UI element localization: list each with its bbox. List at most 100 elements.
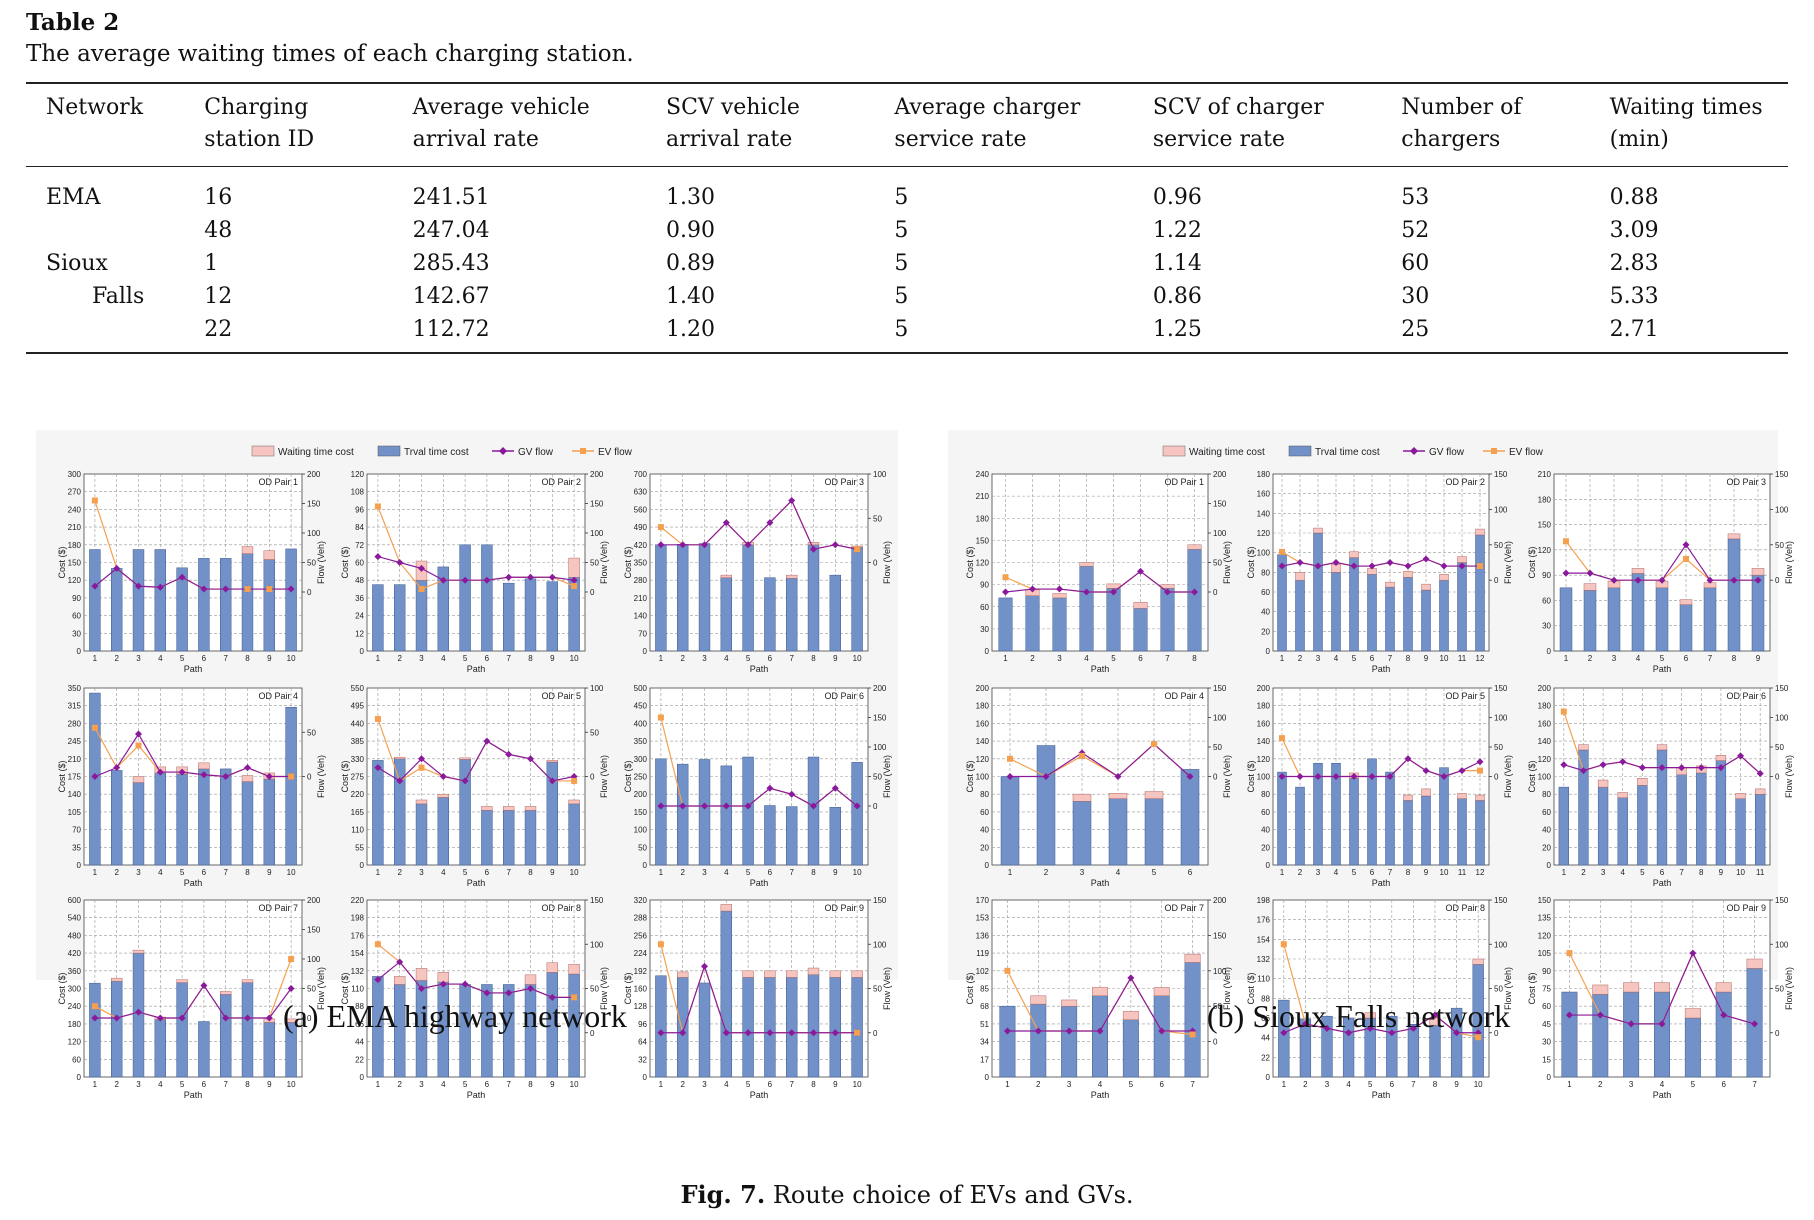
gv-flow-point — [113, 1014, 121, 1022]
gv-flow-point — [679, 541, 687, 549]
waiting-cost-bar — [176, 979, 188, 983]
y2-tick-label: 100 — [1775, 505, 1789, 514]
gv-flow-line — [1005, 570, 1195, 593]
travel-cost-bar — [1331, 762, 1341, 866]
gv-flow-point — [1386, 559, 1394, 566]
y-tick-label: 100 — [1257, 549, 1271, 558]
travel-cost-bar — [1331, 572, 1341, 652]
gv-flow-point — [1314, 562, 1322, 570]
x-tick-label: 9 — [267, 654, 272, 663]
y-tick-label: 200 — [1538, 684, 1552, 693]
y-tick-label: 480 — [68, 931, 82, 940]
x-axis-label: Path — [1372, 1090, 1391, 1100]
ev-flow-point — [1477, 767, 1483, 774]
y2-tick-label: 150 — [1213, 931, 1227, 940]
y-tick-label: 80 — [1542, 790, 1551, 799]
y2-tick-label: 50 — [590, 559, 599, 568]
y-tick-label: 80 — [1261, 790, 1270, 799]
gv-flow-line — [377, 740, 575, 782]
travel-cost-bar — [677, 763, 689, 866]
y2-tick-label: 50 — [873, 985, 882, 994]
y2-axis-label: Flow (Veh) — [882, 967, 892, 1010]
waiting-cost-bar — [1108, 793, 1128, 799]
y-tick-label: 132 — [1257, 955, 1271, 964]
waiting-cost-bar — [1052, 593, 1067, 599]
waiting-cost-bar — [132, 776, 145, 783]
ev-flow-point — [854, 1029, 861, 1036]
gv-flow-point — [178, 768, 186, 776]
y-tick-label: 0 — [1266, 861, 1271, 870]
y2-tick-label: 0 — [1494, 1029, 1499, 1038]
x-axis-label: Path — [467, 1090, 486, 1100]
travel-cost-bar — [1144, 798, 1164, 866]
gv-flow-point — [548, 573, 556, 581]
x-tick-label: 7 — [1388, 868, 1393, 877]
travel-cost-bar — [1000, 776, 1020, 866]
figure-7: Waiting time cost Trval time cost GV flow E… — [0, 428, 1814, 1110]
gv-flow-line — [94, 984, 292, 1019]
table-row: Sioux 1 285.43 0.89 5 1.14 60 2.83 — [26, 247, 1788, 280]
travel-cost-bar — [1654, 991, 1670, 1078]
y-tick-label: 120 — [976, 559, 990, 568]
x-tick-label: 10 — [1736, 868, 1745, 877]
table-cell: 1.20 — [646, 313, 875, 354]
travel-cost-bar — [851, 547, 863, 652]
y2-tick-label: 50 — [873, 773, 882, 782]
y2-tick-label: 0 — [590, 1029, 595, 1038]
subfigure-a-label: (a) EMA highway network — [283, 998, 627, 1034]
x-tick-label: 2 — [1588, 654, 1593, 663]
table-cell: 247.04 — [412, 218, 490, 243]
gv-flow-point — [396, 559, 404, 566]
y-tick-label: 30 — [980, 625, 989, 634]
y-tick-label: 550 — [351, 684, 365, 693]
travel-cost-bar — [394, 758, 406, 866]
y2-tick-label: 50 — [1775, 985, 1784, 994]
y-tick-label: 0 — [77, 647, 82, 656]
waiting-cost-bar — [720, 904, 732, 912]
y-tick-label: 0 — [1547, 1073, 1552, 1082]
x-axis-label: Path — [1091, 1090, 1110, 1100]
y-tick-label: 110 — [351, 985, 364, 994]
y-tick-label: 110 — [1257, 975, 1270, 984]
x-tick-label: 11 — [1458, 654, 1467, 663]
y2-tick-label: 50 — [1775, 541, 1784, 550]
y-tick-label: 180 — [1257, 702, 1271, 711]
plot-area — [1272, 473, 1490, 652]
y-tick-label: 420 — [68, 949, 82, 958]
y2-tick-label: 50 — [873, 514, 882, 523]
x-tick-label: 1 — [93, 1080, 98, 1089]
x-tick-label: 6 — [202, 1080, 207, 1089]
y2-tick-label: 50 — [590, 985, 599, 994]
y-axis-label: Cost ($) — [965, 760, 975, 792]
waiting-cost-bar — [1421, 583, 1431, 591]
y2-axis-label: Flow (Veh) — [1503, 755, 1513, 798]
y-tick-label: 80 — [1261, 568, 1270, 577]
y-tick-label: 160 — [1538, 719, 1552, 728]
waiting-cost-bar — [1472, 958, 1484, 965]
gv-flow-point — [1720, 1011, 1728, 1019]
y-axis-label: Cost ($) — [965, 546, 975, 578]
travel-cost-bar — [1655, 587, 1669, 652]
y2-tick-label: 50 — [1494, 743, 1503, 752]
gv-flow-point — [766, 1029, 774, 1037]
gv-flow-point — [831, 1029, 839, 1037]
gv-flow-point — [810, 1029, 817, 1037]
gv-flow-point — [1453, 1029, 1461, 1037]
travel-cost-bar — [176, 567, 188, 652]
y-tick-label: 450 — [634, 702, 648, 711]
x-tick-label: 6 — [768, 654, 773, 663]
gv-flow-point — [766, 784, 774, 792]
y-tick-label: 22 — [355, 1055, 364, 1064]
travel-cost-bar — [1367, 574, 1377, 652]
y2-tick-label: 100 — [1213, 967, 1227, 976]
x-tick-label: 2 — [114, 1080, 119, 1089]
y-tick-label: 200 — [1257, 684, 1271, 693]
table-cell: Falls — [92, 284, 145, 309]
y2-tick-label: 100 — [1494, 714, 1508, 723]
gv-flow-point — [1565, 1011, 1573, 1019]
waiting-cost-bar — [481, 806, 493, 811]
y-tick-label: 48 — [355, 576, 364, 585]
y-tick-label: 110 — [351, 826, 364, 835]
y2-tick-label: 200 — [1213, 896, 1227, 905]
y-tick-label: 80 — [980, 790, 989, 799]
